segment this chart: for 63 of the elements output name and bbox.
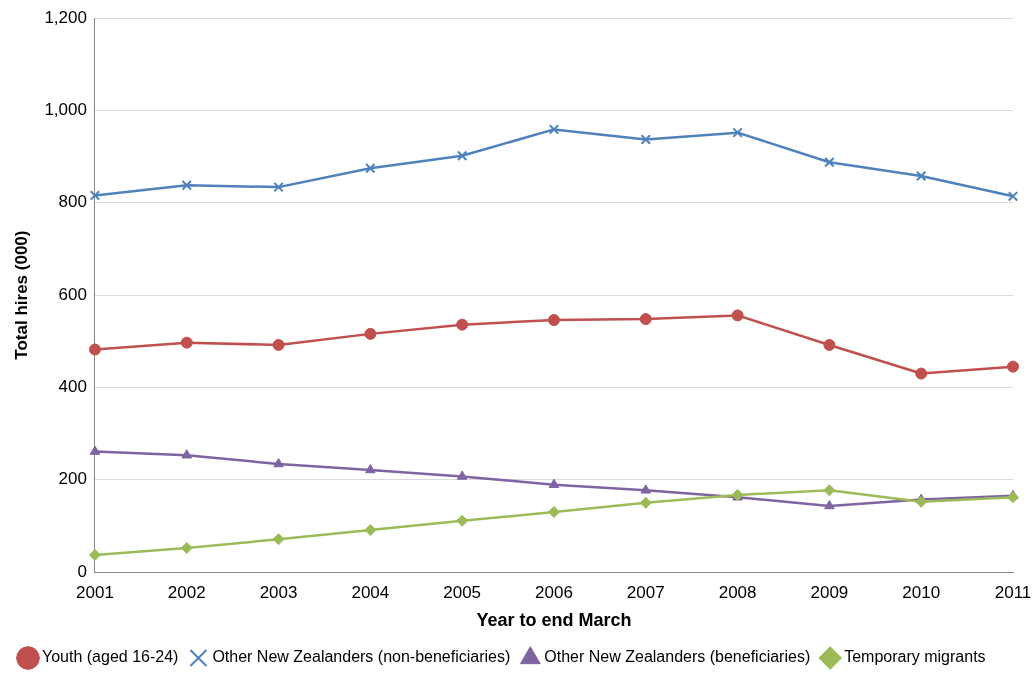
x-tick-label: 2010 [902, 582, 941, 602]
point [1007, 491, 1019, 504]
point [180, 542, 193, 554]
x-axis-title: Year to end March [476, 610, 632, 631]
point [364, 327, 377, 340]
x-tick-label: 2005 [443, 582, 482, 602]
y-tick-label: 200 [58, 469, 87, 489]
x-tick-label: 2011 [994, 582, 1032, 602]
point [456, 150, 468, 161]
point [180, 336, 193, 349]
legend-label: Other New Zealanders (beneficiaries) [544, 648, 811, 666]
point [272, 338, 285, 351]
point [548, 478, 560, 489]
x-tick-label: 2006 [535, 582, 573, 602]
point [1007, 360, 1019, 373]
y-tick-label: 800 [58, 192, 87, 212]
y-tick-label: 0 [77, 561, 87, 581]
point [547, 314, 560, 327]
point [89, 190, 101, 201]
point [732, 127, 743, 138]
point [824, 156, 835, 168]
y-axis-title: Total hires (000) [11, 230, 31, 360]
point [824, 500, 835, 510]
point [365, 162, 376, 174]
point [915, 495, 928, 508]
point [547, 506, 560, 519]
point [823, 484, 836, 497]
point [273, 458, 284, 468]
point [456, 470, 468, 480]
legend-label: Temporary migrants [844, 648, 986, 666]
x-tick-label: 2001 [76, 582, 114, 602]
point [181, 449, 193, 459]
x-tick-label: 2008 [718, 582, 757, 602]
point [823, 338, 836, 351]
point [548, 124, 560, 135]
point [364, 524, 377, 536]
point [1007, 191, 1019, 202]
point [88, 343, 101, 356]
y-tick-label: 1,000 [44, 100, 87, 120]
point [88, 548, 101, 561]
x-tick-label: 2002 [167, 582, 206, 602]
x-tick-label: 2007 [626, 582, 665, 602]
point [456, 318, 469, 331]
point [915, 170, 927, 182]
point [273, 181, 284, 193]
y-tick-label: 600 [58, 284, 87, 304]
point [640, 484, 652, 494]
legend-label: Youth (aged 16-24) [42, 648, 179, 666]
point [639, 313, 652, 326]
point [731, 309, 744, 322]
legend-label: Other New Zealanders (non-beneficiaries) [212, 648, 511, 666]
x-tick-label: 2009 [810, 582, 849, 602]
point [272, 533, 285, 546]
point [456, 514, 469, 527]
point [89, 445, 101, 455]
point [365, 464, 376, 474]
y-tick-label: 400 [58, 377, 87, 397]
point [640, 134, 652, 145]
point [915, 367, 928, 380]
point [181, 180, 192, 191]
x-tick-label: 2003 [259, 582, 298, 602]
y-tick-label: 1,200 [44, 7, 87, 27]
x-tick-label: 2004 [351, 582, 390, 602]
